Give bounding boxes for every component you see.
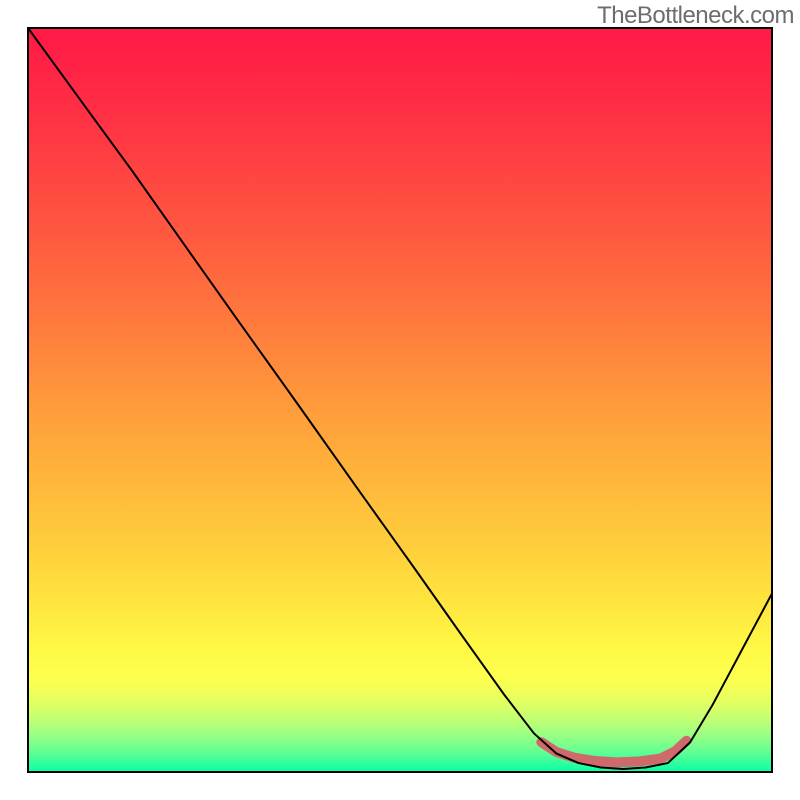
watermark-text: TheBottleneck.com xyxy=(597,2,794,30)
chart-container: TheBottleneck.com xyxy=(0,0,800,800)
gradient-background xyxy=(28,28,772,772)
chart-svg xyxy=(0,0,800,800)
